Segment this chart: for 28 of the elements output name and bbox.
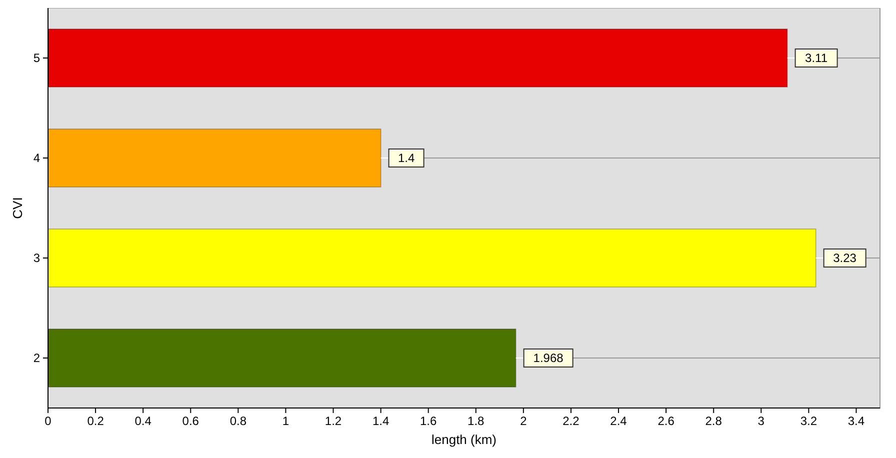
x-tick-label: 0.6	[182, 414, 200, 428]
y-axis-title: CVI	[10, 197, 25, 219]
x-tick-label: 1.8	[468, 414, 485, 428]
x-axis-title: length (km)	[431, 432, 497, 447]
x-tick-label: 1.6	[420, 414, 438, 428]
data-label: 1.968	[533, 351, 564, 365]
y-tick-label: 4	[33, 151, 40, 165]
y-tick-label: 2	[33, 351, 40, 365]
x-tick-label: 2.8	[705, 414, 722, 428]
x-tick-label: 3.4	[848, 414, 865, 428]
x-tick-label: 0	[44, 414, 52, 428]
x-tick-label: 2.6	[658, 414, 675, 428]
x-tick-label: 2	[520, 414, 528, 428]
x-tick-label: 3.2	[800, 414, 818, 428]
y-tick-label: 3	[33, 251, 40, 265]
y-tick-label: 5	[33, 51, 40, 65]
x-tick-label: 0.4	[134, 414, 152, 428]
x-tick-label: 2.2	[562, 414, 580, 428]
x-tick-label: 0.8	[230, 414, 247, 428]
data-label: 3.11	[805, 51, 828, 65]
x-tick-label: 1	[282, 414, 290, 428]
x-tick-label: 2.4	[610, 414, 628, 428]
x-tick-label: 0.2	[87, 414, 104, 428]
x-tick-label: 1.2	[324, 414, 342, 428]
data-label: 3.23	[833, 251, 857, 265]
data-label: 1.4	[398, 151, 415, 165]
x-tick-label: 1.4	[372, 414, 390, 428]
x-tick-label: 3	[758, 414, 765, 428]
